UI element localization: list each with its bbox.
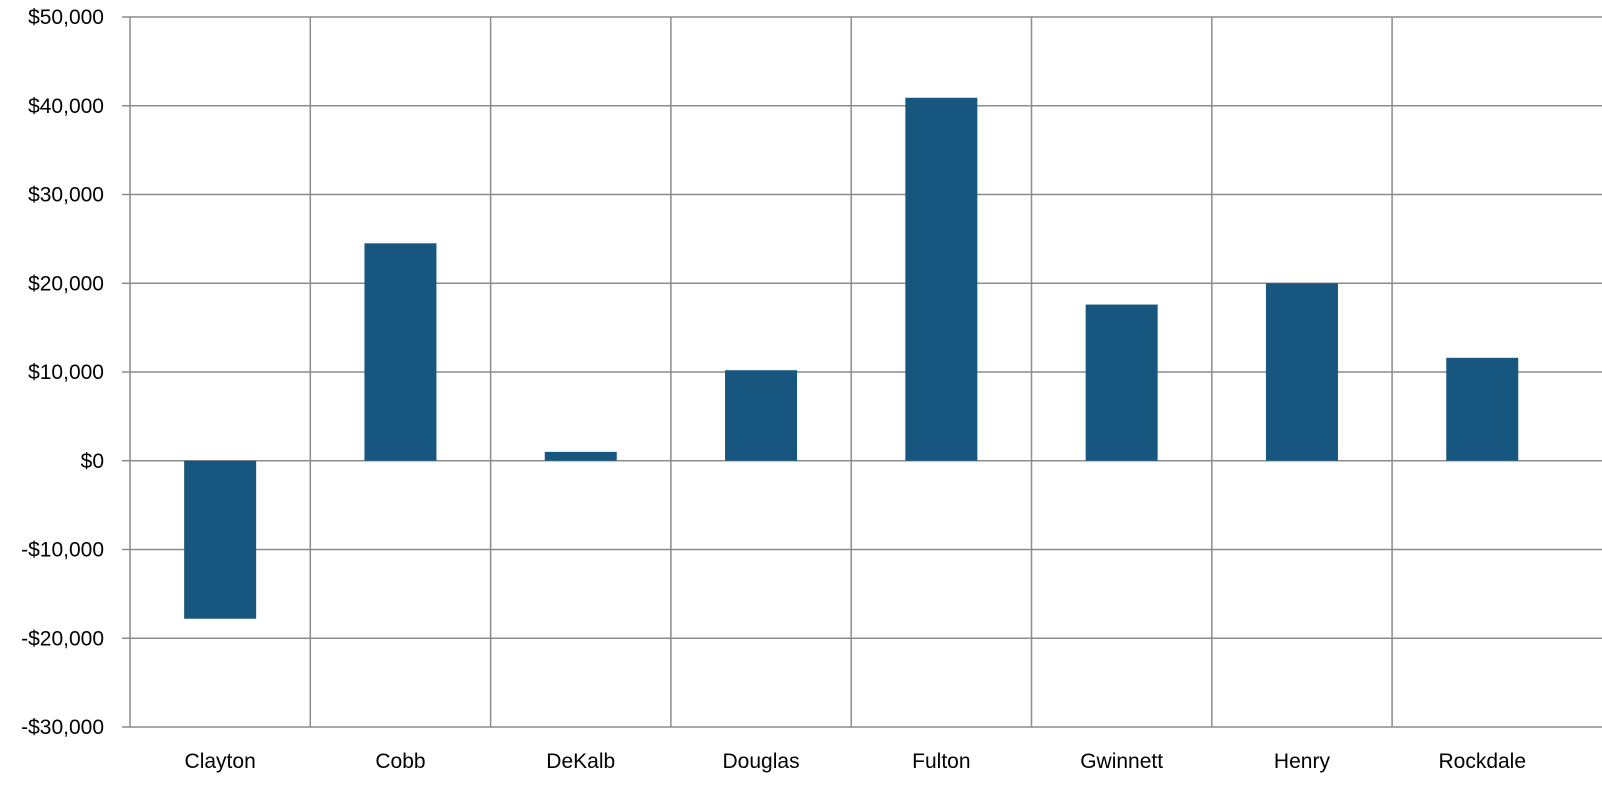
x-tick-label: Gwinnett <box>1080 750 1163 773</box>
x-tick-label: Douglas <box>723 750 800 773</box>
bar-rockdale <box>1446 357 1519 461</box>
y-tick-label: $30,000 <box>28 184 104 207</box>
y-tick-label: $10,000 <box>28 361 104 384</box>
bar-clayton <box>184 460 257 619</box>
x-tick-label: Henry <box>1274 750 1331 773</box>
y-tick-label: $0 <box>81 450 104 473</box>
x-tick-label: DeKalb <box>546 750 615 773</box>
y-tick-label: $20,000 <box>28 272 104 295</box>
grid-layer <box>122 16 1602 728</box>
y-tick-label: $40,000 <box>28 95 104 118</box>
bar-layer <box>184 97 1519 619</box>
bar-dekalb <box>544 451 617 461</box>
y-axis-tick-labels: $50,000 $40,000 $30,000 $20,000 $10,000 $0 -$1… <box>21 6 104 739</box>
x-tick-label: Clayton <box>185 750 256 773</box>
y-tick-label: -$20,000 <box>21 627 104 650</box>
y-tick-label: -$30,000 <box>21 716 104 739</box>
x-axis-category-labels: Clayton Cobb DeKalb Douglas Fulton Gwinnett He… <box>185 750 1526 773</box>
bar-gwinnett <box>1085 304 1158 461</box>
x-tick-label: Cobb <box>375 750 425 773</box>
bar-douglas <box>725 370 798 461</box>
bar-henry <box>1265 283 1338 461</box>
bar-fulton <box>905 97 978 461</box>
y-tick-label: -$10,000 <box>21 539 104 562</box>
y-tick-label: $50,000 <box>28 6 104 29</box>
bar-cobb <box>364 243 437 461</box>
x-tick-label: Fulton <box>912 750 970 773</box>
x-tick-label: Rockdale <box>1438 750 1526 773</box>
